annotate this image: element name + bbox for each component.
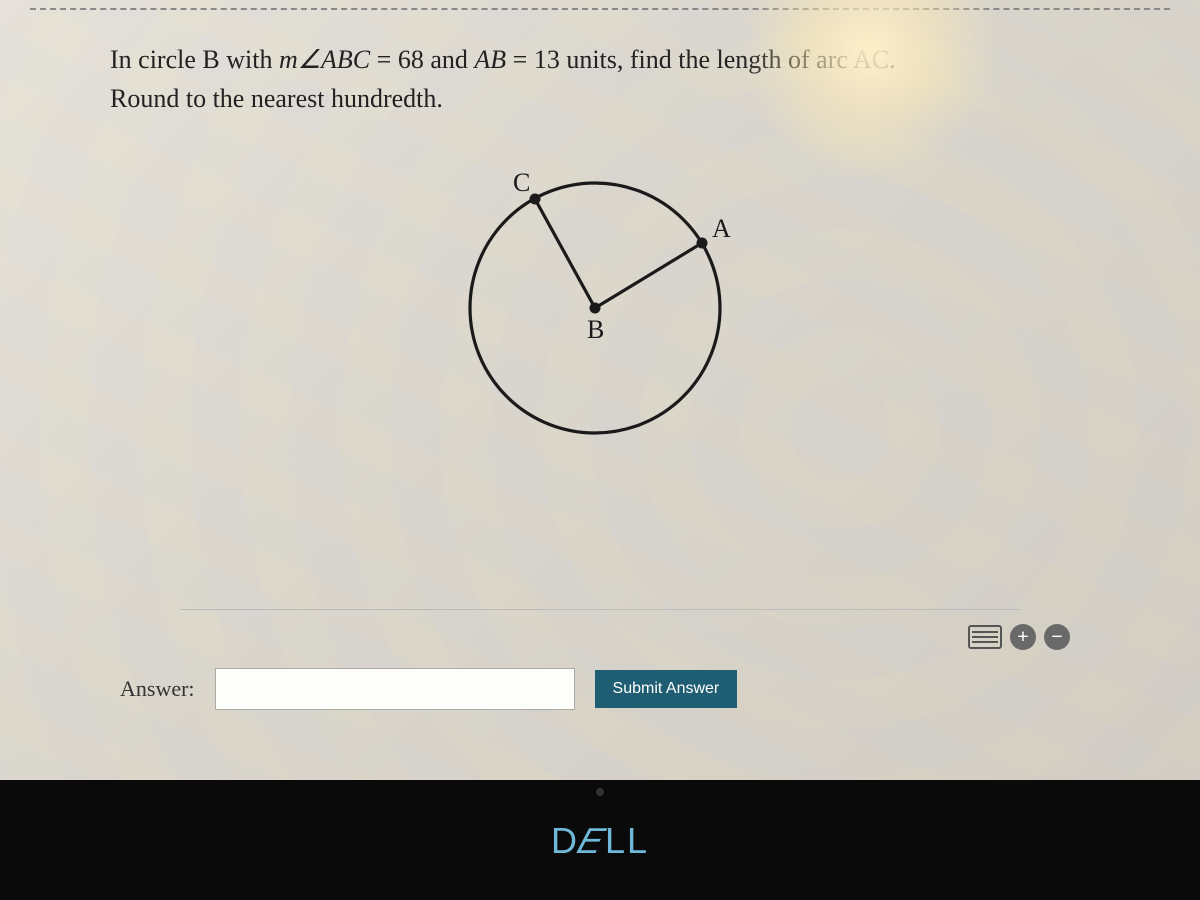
- q-units-text: units, find the length of arc AC.: [560, 45, 896, 74]
- submit-answer-button[interactable]: Submit Answer: [595, 670, 738, 708]
- circle-diagram: C A B: [440, 148, 760, 478]
- question-card: In circle B with m∠ABC = 68 and AB = 13 …: [90, 30, 1110, 740]
- q-expr2-eq: =: [506, 45, 534, 74]
- question-text: In circle B with m∠ABC = 68 and AB = 13 …: [90, 30, 1110, 118]
- answer-row: Answer: Submit Answer: [120, 668, 1080, 710]
- screen-area: In circle B with m∠ABC = 68 and AB = 13 …: [0, 0, 1200, 780]
- q-expr1-eq: =: [370, 45, 398, 74]
- svg-text:C: C: [513, 168, 530, 197]
- panel-separator: [180, 609, 1020, 610]
- dashed-separator: [30, 8, 1170, 10]
- q-line2: Round to the nearest hundredth.: [110, 84, 443, 113]
- device-bezel: DELL: [0, 780, 1200, 900]
- diagram-container: C A B: [90, 148, 1110, 478]
- keyboard-icon[interactable]: [968, 625, 1002, 649]
- answer-input[interactable]: [215, 668, 575, 710]
- answer-label: Answer:: [120, 676, 195, 702]
- camera-dot: [596, 788, 604, 796]
- zoom-in-icon[interactable]: +: [1010, 624, 1036, 650]
- svg-text:B: B: [587, 315, 604, 344]
- q-radius-value: 13: [534, 45, 560, 74]
- q-mid1: and: [424, 45, 475, 74]
- device-brand-logo: DELL: [551, 820, 649, 862]
- svg-text:A: A: [712, 214, 731, 243]
- q-expr1-lhs: m∠ABC: [279, 45, 370, 74]
- q-prefix: In circle B with: [110, 45, 279, 74]
- q-angle-value: 68: [398, 45, 424, 74]
- zoom-out-icon[interactable]: −: [1044, 624, 1070, 650]
- toolbar: + −: [968, 624, 1070, 650]
- q-expr2-lhs: AB: [474, 45, 506, 74]
